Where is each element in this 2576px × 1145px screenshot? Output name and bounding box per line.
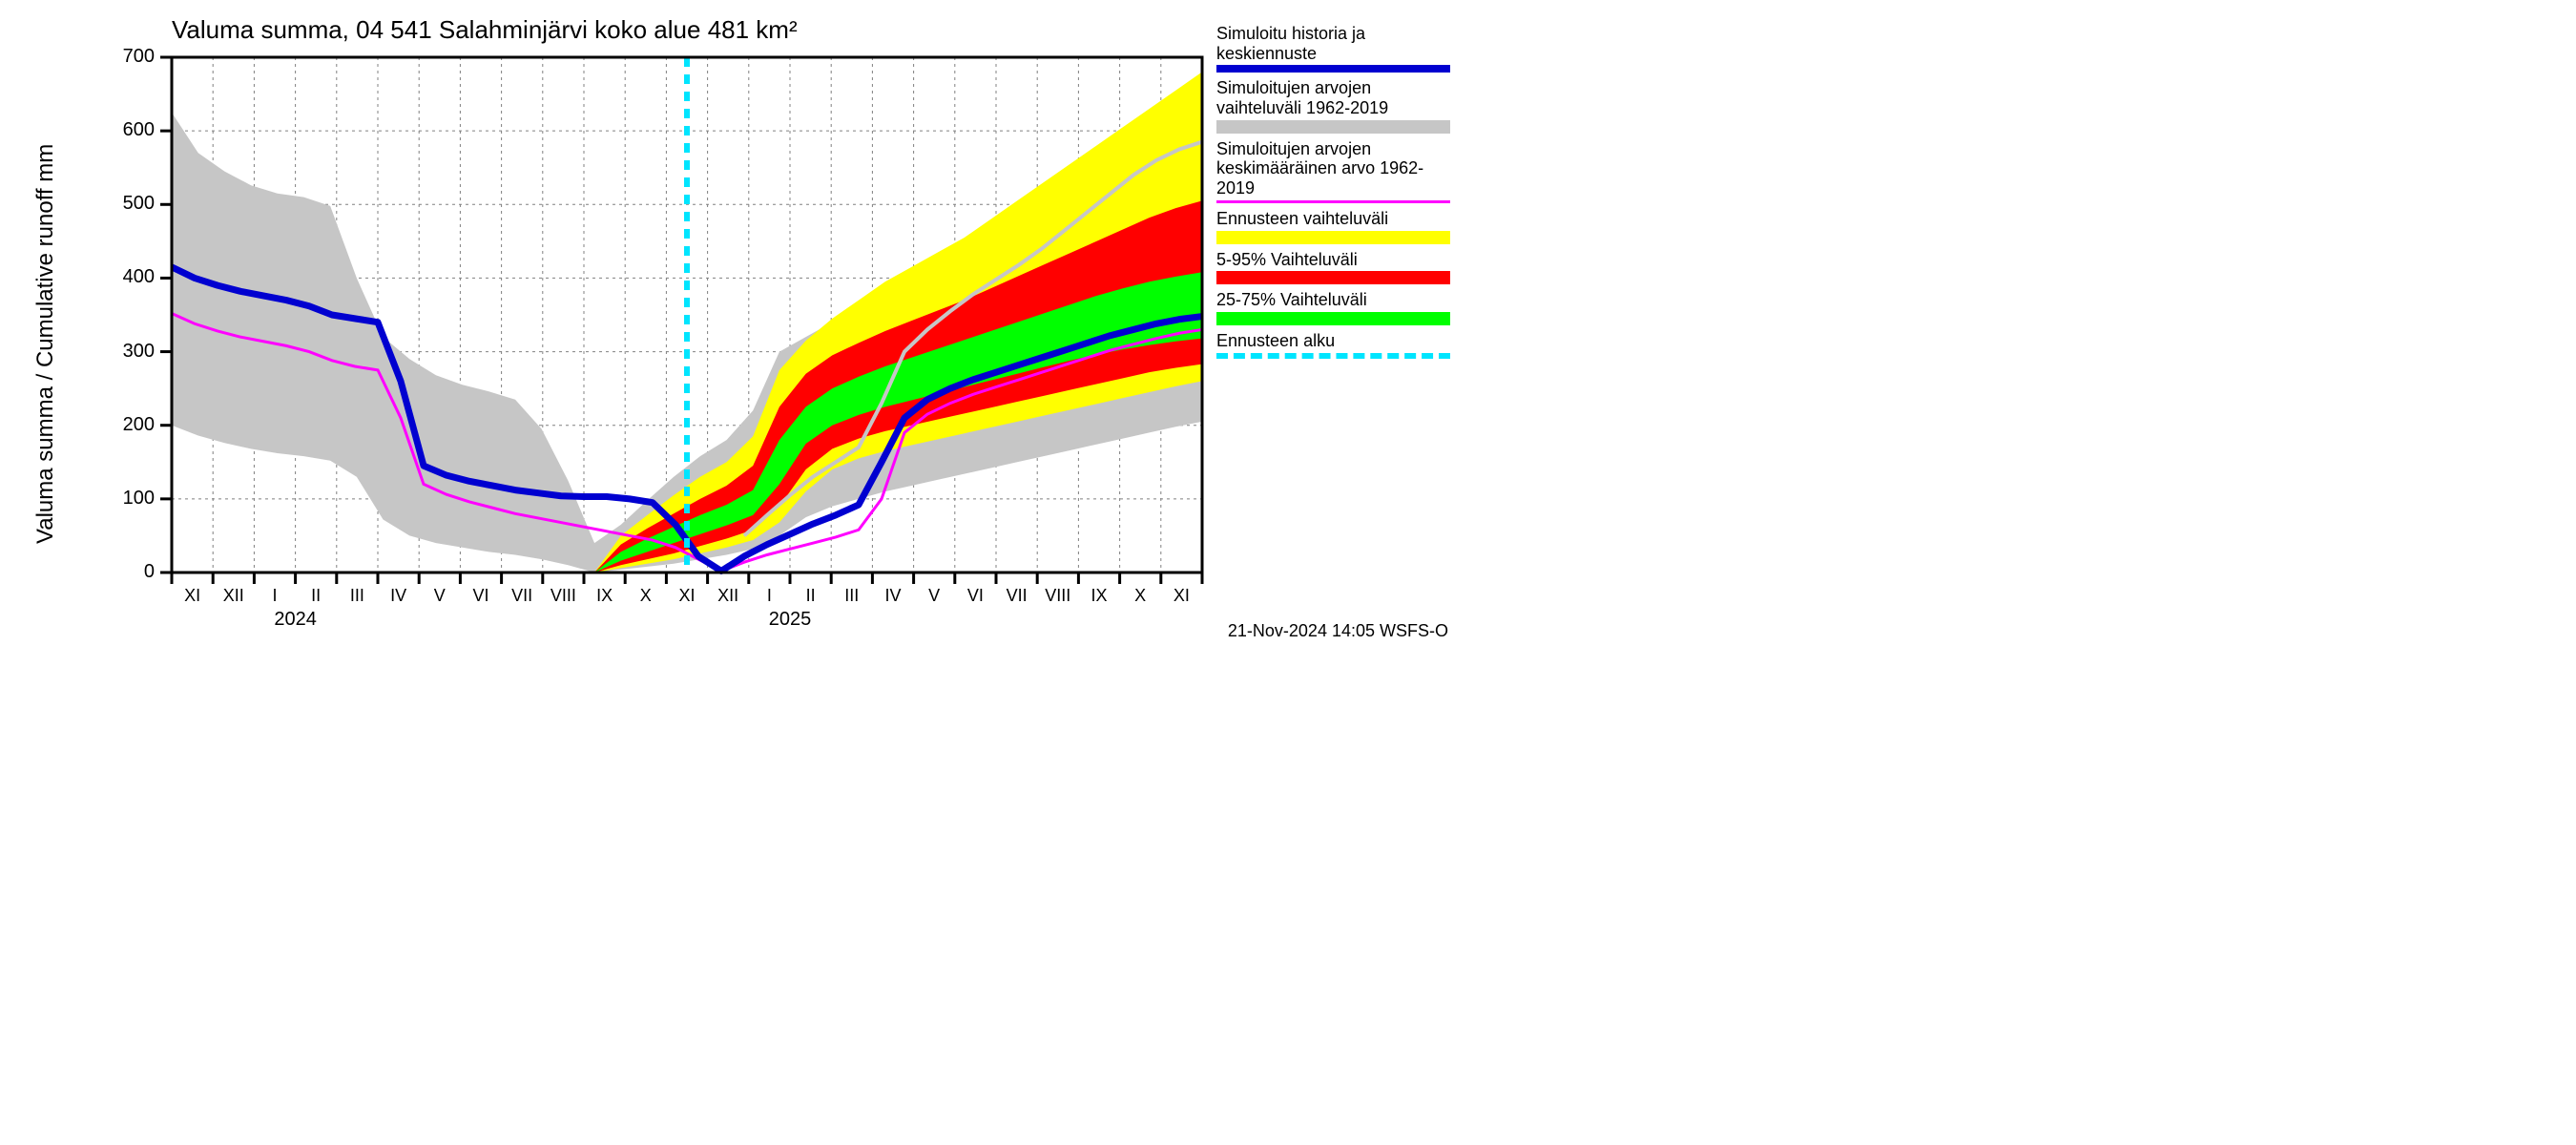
x-tick-label: VIII <box>551 586 576 606</box>
year-label: 2024 <box>274 609 317 631</box>
x-tick-label: VI <box>967 586 984 606</box>
x-tick-label: XI <box>1174 586 1190 606</box>
legend-label: 25-75% Vaihteluväli <box>1216 290 1450 310</box>
x-tick-label: IV <box>390 586 406 606</box>
y-tick-label: 600 <box>105 119 155 141</box>
legend-swatch <box>1216 231 1450 244</box>
x-tick-label: VII <box>511 586 532 606</box>
legend-label: 5-95% Vaihteluväli <box>1216 250 1450 270</box>
legend-label: Simuloitujen arvojen keskimääräinen arvo… <box>1216 139 1450 198</box>
x-tick-label: II <box>806 586 816 606</box>
legend-item: Simuloitujen arvojen keskimääräinen arvo… <box>1216 139 1450 203</box>
legend-swatch <box>1216 271 1450 284</box>
legend-swatch <box>1216 65 1450 73</box>
legend-swatch <box>1216 200 1450 203</box>
y-tick-label: 0 <box>105 561 155 583</box>
x-tick-label: XII <box>717 586 738 606</box>
y-tick-label: 400 <box>105 266 155 288</box>
x-tick-label: III <box>844 586 859 606</box>
year-label: 2025 <box>769 609 812 631</box>
x-tick-label: IV <box>884 586 901 606</box>
x-tick-label: X <box>640 586 652 606</box>
legend-item: Ennusteen alku <box>1216 331 1450 359</box>
y-tick-label: 300 <box>105 341 155 363</box>
y-tick-label: 200 <box>105 414 155 436</box>
legend-label: Simuloitu historia ja keskiennuste <box>1216 24 1450 63</box>
y-tick-label: 500 <box>105 193 155 215</box>
x-tick-label: X <box>1134 586 1146 606</box>
x-tick-label: II <box>311 586 321 606</box>
legend-item: Simuloitujen arvojen vaihteluväli 1962-2… <box>1216 78 1450 133</box>
x-tick-label: VII <box>1007 586 1028 606</box>
legend-item: Ennusteen vaihteluväli <box>1216 209 1450 244</box>
x-tick-label: V <box>928 586 940 606</box>
x-tick-label: XI <box>184 586 200 606</box>
x-tick-label: XI <box>678 586 695 606</box>
legend-swatch <box>1216 120 1450 134</box>
y-tick-label: 700 <box>105 46 155 68</box>
x-tick-label: IX <box>1091 586 1107 606</box>
legend-item: Simuloitu historia ja keskiennuste <box>1216 24 1450 73</box>
legend: Simuloitu historia ja keskiennuste Simulo… <box>1216 24 1450 364</box>
x-tick-label: I <box>272 586 277 606</box>
y-axis-label: Valuma summa / Cumulative runoff mm <box>32 144 59 544</box>
legend-item: 25-75% Vaihteluväli <box>1216 290 1450 325</box>
x-tick-label: III <box>350 586 364 606</box>
legend-item: 5-95% Vaihteluväli <box>1216 250 1450 285</box>
legend-swatch <box>1216 353 1450 359</box>
x-tick-label: IX <box>596 586 613 606</box>
legend-label: Ennusteen alku <box>1216 331 1450 351</box>
y-tick-label: 100 <box>105 488 155 510</box>
legend-swatch <box>1216 312 1450 325</box>
x-tick-label: VI <box>472 586 488 606</box>
timestamp-footer: 21-Nov-2024 14:05 WSFS-O <box>1228 621 1448 641</box>
x-tick-label: V <box>434 586 446 606</box>
legend-label: Ennusteen vaihteluväli <box>1216 209 1450 229</box>
x-tick-label: VIII <box>1045 586 1070 606</box>
x-tick-label: I <box>767 586 772 606</box>
chart-title: Valuma summa, 04 541 Salahminjärvi koko … <box>172 15 798 45</box>
legend-label: Simuloitujen arvojen vaihteluväli 1962-2… <box>1216 78 1450 117</box>
x-tick-label: XII <box>223 586 244 606</box>
